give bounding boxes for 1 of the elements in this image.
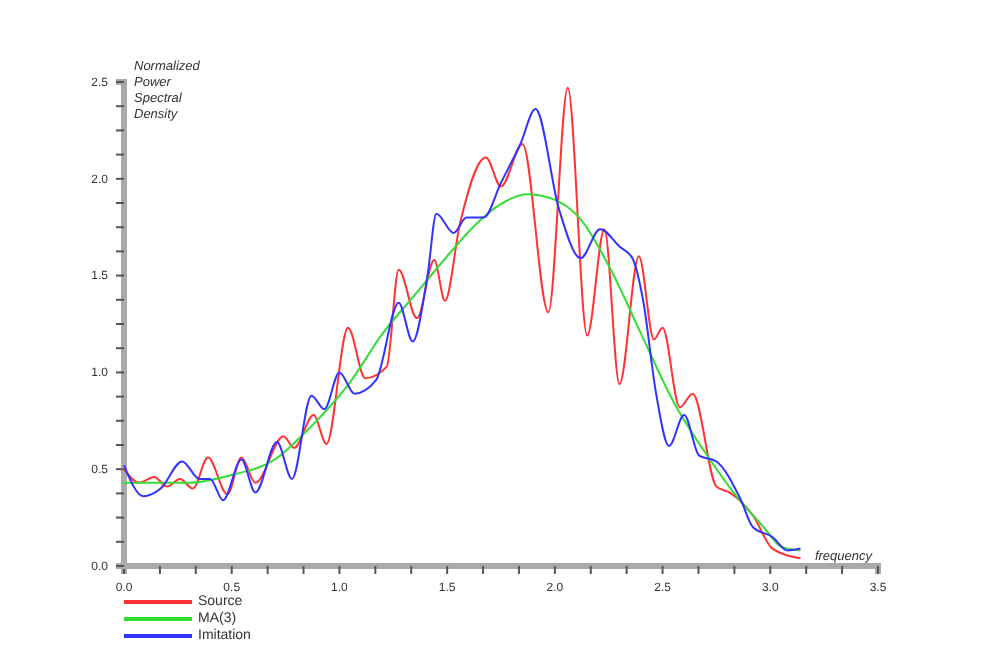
line-series: [123, 193, 802, 552]
